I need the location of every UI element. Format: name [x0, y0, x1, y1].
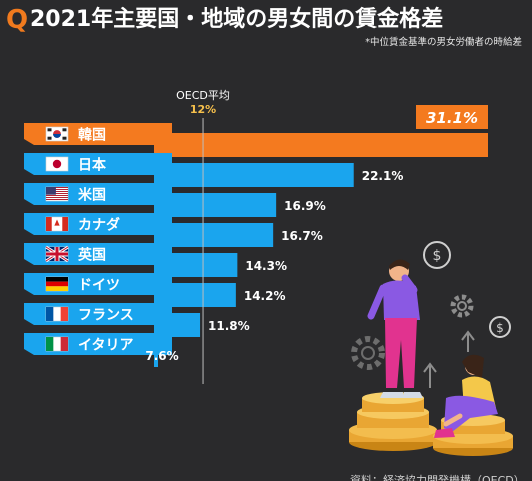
bar-2: [154, 193, 277, 217]
value-label-7: 7.6%: [145, 349, 178, 363]
category-label-4: 英国: [77, 247, 106, 264]
source-note: 資料：経済協力開発機構（OECD）: [350, 473, 525, 481]
flag-it-icon: [45, 336, 69, 352]
up-arrow-icon: [423, 362, 437, 388]
flag-us-icon: [45, 186, 69, 202]
flag-kr-icon: [45, 126, 69, 142]
value-label-0: 31.1%: [426, 109, 478, 127]
reference-line-label: OECD平均: [176, 89, 230, 102]
gear-icon: [351, 294, 474, 370]
category-label-3: カナダ: [78, 217, 120, 234]
flag-gb-icon: [45, 245, 69, 263]
category-label-5: ドイツ: [78, 278, 120, 294]
value-label-6: 11.8%: [208, 319, 250, 333]
category-label-1: 日本: [78, 157, 107, 174]
category-label-0: 韓国: [78, 127, 106, 144]
bar-0: [154, 133, 488, 157]
coin-stack-large-icon: [349, 392, 437, 451]
bar-3: [154, 223, 274, 247]
value-label-1: 22.1%: [362, 169, 404, 183]
svg-text:$: $: [433, 248, 442, 264]
flag-ca-icon: [45, 216, 69, 232]
value-label-2: 16.9%: [284, 199, 326, 213]
flag-fr-icon: [45, 306, 69, 322]
illustration: $ $: [349, 241, 513, 456]
sitting-woman-figure: [434, 354, 498, 438]
category-label-2: 米国: [78, 187, 106, 204]
svg-text:$: $: [496, 321, 504, 335]
title-bar: Q 2021年主要国・地域の男女間の賃金格差: [6, 4, 528, 38]
labels-layer: 韓国 31.1% 日本 22.1% 米国 16.9% カナダ 16.7% 英国 14.3% ドイツ 1…: [45, 105, 488, 363]
reference-line-value: 12%: [190, 103, 216, 116]
dollar-coin-icon: $ $: [423, 241, 511, 338]
chart-title: 2021年主要国・地域の男女間の賃金格差: [30, 7, 444, 32]
flag-de-icon: [45, 276, 69, 292]
category-label-6: フランス: [78, 308, 134, 324]
category-label-7: イタリア: [78, 338, 133, 354]
highlight-value-box: [416, 105, 488, 129]
bar-1: [154, 163, 354, 187]
chart-note: *中位賃金基準の男女労働者の時給差: [365, 37, 522, 48]
value-label-4: 14.3%: [245, 259, 287, 273]
title-q-badge: Q: [6, 5, 29, 35]
up-arrow-icon: [461, 330, 475, 352]
standing-man-figure: [367, 259, 423, 398]
value-label-5: 14.2%: [244, 289, 286, 303]
value-label-3: 16.7%: [281, 229, 323, 243]
flag-jp-icon: [45, 156, 69, 172]
